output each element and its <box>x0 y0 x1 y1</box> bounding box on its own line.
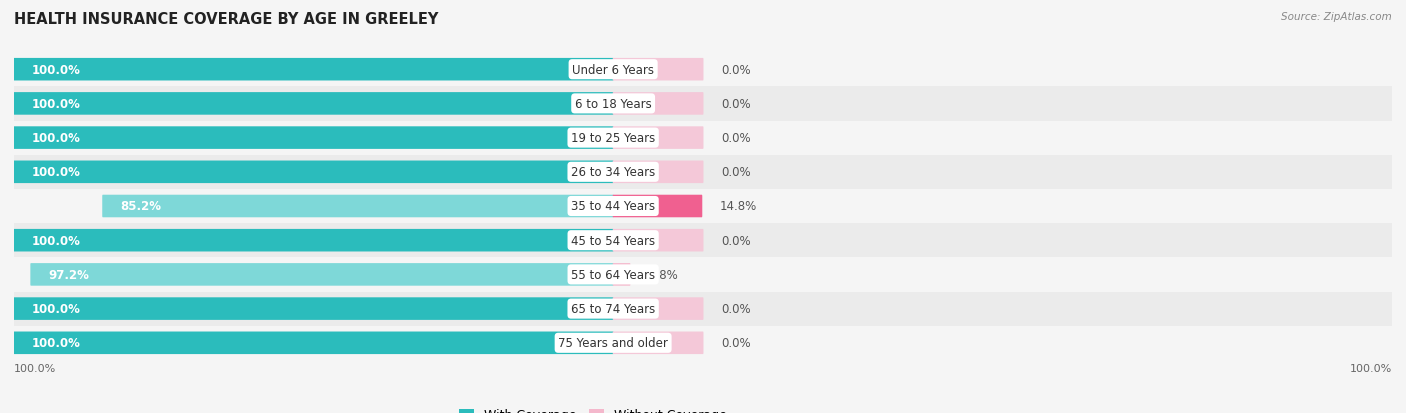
Text: 65 to 74 Years: 65 to 74 Years <box>571 302 655 316</box>
Bar <box>14 326 1392 360</box>
Text: 0.0%: 0.0% <box>721 166 751 179</box>
Text: 100.0%: 100.0% <box>1350 363 1392 373</box>
Text: 0.0%: 0.0% <box>721 337 751 349</box>
Text: 55 to 64 Years: 55 to 64 Years <box>571 268 655 281</box>
FancyBboxPatch shape <box>613 332 703 354</box>
Text: 100.0%: 100.0% <box>32 64 82 76</box>
Text: 2.8%: 2.8% <box>648 268 678 281</box>
Text: 0.0%: 0.0% <box>721 302 751 316</box>
FancyBboxPatch shape <box>14 229 613 252</box>
FancyBboxPatch shape <box>613 229 703 252</box>
Text: 0.0%: 0.0% <box>721 234 751 247</box>
Text: 45 to 54 Years: 45 to 54 Years <box>571 234 655 247</box>
Legend: With Coverage, Without Coverage: With Coverage, Without Coverage <box>454 404 731 413</box>
Text: 0.0%: 0.0% <box>721 64 751 76</box>
Text: 19 to 25 Years: 19 to 25 Years <box>571 132 655 145</box>
Text: 14.8%: 14.8% <box>720 200 756 213</box>
Text: 0.0%: 0.0% <box>721 132 751 145</box>
Text: 100.0%: 100.0% <box>32 302 82 316</box>
Bar <box>14 292 1392 326</box>
Text: HEALTH INSURANCE COVERAGE BY AGE IN GREELEY: HEALTH INSURANCE COVERAGE BY AGE IN GREE… <box>14 12 439 27</box>
Bar <box>14 258 1392 292</box>
FancyBboxPatch shape <box>613 195 702 218</box>
Text: 100.0%: 100.0% <box>32 132 82 145</box>
Text: 100.0%: 100.0% <box>32 97 82 111</box>
Text: Source: ZipAtlas.com: Source: ZipAtlas.com <box>1281 12 1392 22</box>
FancyBboxPatch shape <box>613 161 703 184</box>
Bar <box>14 87 1392 121</box>
FancyBboxPatch shape <box>613 298 703 320</box>
Bar <box>14 190 1392 223</box>
Text: 35 to 44 Years: 35 to 44 Years <box>571 200 655 213</box>
Text: 97.2%: 97.2% <box>49 268 90 281</box>
FancyBboxPatch shape <box>14 59 613 81</box>
FancyBboxPatch shape <box>613 93 703 115</box>
Text: 100.0%: 100.0% <box>32 166 82 179</box>
FancyBboxPatch shape <box>14 93 613 115</box>
FancyBboxPatch shape <box>613 59 703 81</box>
Text: 75 Years and older: 75 Years and older <box>558 337 668 349</box>
FancyBboxPatch shape <box>14 332 613 354</box>
FancyBboxPatch shape <box>613 263 630 286</box>
Bar <box>14 223 1392 258</box>
Bar <box>14 121 1392 155</box>
Text: 100.0%: 100.0% <box>32 234 82 247</box>
FancyBboxPatch shape <box>14 161 613 184</box>
FancyBboxPatch shape <box>14 298 613 320</box>
Text: Under 6 Years: Under 6 Years <box>572 64 654 76</box>
FancyBboxPatch shape <box>613 127 703 150</box>
Text: 0.0%: 0.0% <box>721 97 751 111</box>
FancyBboxPatch shape <box>14 127 613 150</box>
Bar <box>14 53 1392 87</box>
Text: 100.0%: 100.0% <box>32 337 82 349</box>
Text: 6 to 18 Years: 6 to 18 Years <box>575 97 651 111</box>
Text: 26 to 34 Years: 26 to 34 Years <box>571 166 655 179</box>
FancyBboxPatch shape <box>31 263 613 286</box>
Text: 100.0%: 100.0% <box>14 363 56 373</box>
Text: 85.2%: 85.2% <box>121 200 162 213</box>
FancyBboxPatch shape <box>103 195 613 218</box>
Bar <box>14 155 1392 190</box>
